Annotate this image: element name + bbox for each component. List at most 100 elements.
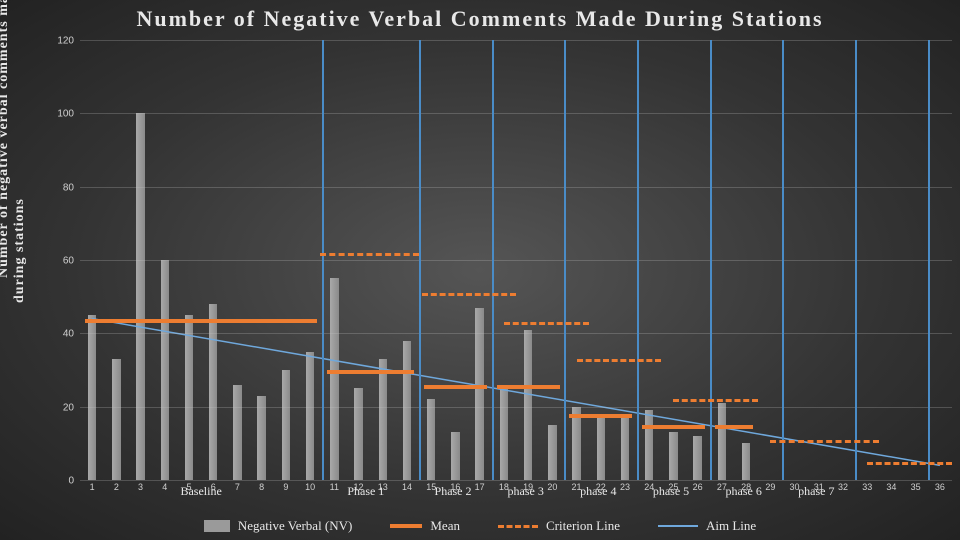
mean-segment	[569, 414, 632, 418]
bar	[403, 341, 411, 480]
legend-label: Mean	[430, 518, 460, 534]
x-tick-label: 2	[114, 482, 119, 492]
bar	[185, 315, 193, 480]
gridline: 60	[80, 260, 952, 261]
phase-label: phase 7	[798, 484, 834, 499]
criterion-segment	[504, 322, 589, 325]
y-axis-label-1: Number of negative verbal comments made	[0, 0, 12, 278]
phase-divider	[637, 40, 639, 480]
legend-item-nv: Negative Verbal (NV)	[204, 518, 353, 534]
bar	[161, 260, 169, 480]
bar	[500, 388, 508, 480]
legend-item-aim: Aim Line	[658, 518, 756, 534]
criterion-segment	[577, 359, 662, 362]
bar	[524, 330, 532, 480]
phase-label: phase 5	[653, 484, 689, 499]
gridline: 40	[80, 333, 952, 334]
gridline: 100	[80, 113, 952, 114]
x-tick-label: 32	[838, 482, 848, 492]
bar	[597, 418, 605, 480]
legend-label: Aim Line	[706, 518, 756, 534]
bar	[718, 403, 726, 480]
y-tick-label: 80	[63, 182, 74, 193]
x-tick-label: 10	[305, 482, 315, 492]
gridline: 20	[80, 407, 952, 408]
y-tick-label: 0	[68, 476, 74, 487]
chart-container: Number of Negative Verbal Comments Made …	[0, 0, 960, 540]
phase-divider	[928, 40, 930, 480]
bar	[282, 370, 290, 480]
legend-swatch-mean	[390, 524, 422, 528]
phase-divider	[564, 40, 566, 480]
mean-segment	[327, 370, 414, 374]
phase-divider	[710, 40, 712, 480]
bar	[621, 418, 629, 480]
x-tick-label: 8	[259, 482, 264, 492]
bar	[354, 388, 362, 480]
phase-divider	[492, 40, 494, 480]
x-tick-label: 33	[862, 482, 872, 492]
phase-divider	[419, 40, 421, 480]
y-tick-label: 120	[57, 36, 74, 47]
x-tick-label: 7	[235, 482, 240, 492]
phase-label: Phase 1	[347, 484, 384, 499]
criterion-segment	[770, 440, 879, 443]
x-tick-label: 9	[283, 482, 288, 492]
phase-label: Phase 2	[435, 484, 472, 499]
x-axis-labels: 1234567891011121314151617181920212223242…	[80, 480, 952, 520]
bar	[742, 443, 750, 480]
y-axis-label-2: during stations	[12, 198, 28, 303]
bar	[330, 278, 338, 480]
bar	[427, 399, 435, 480]
mean-segment	[715, 425, 754, 429]
x-tick-label: 20	[547, 482, 557, 492]
phase-divider	[322, 40, 324, 480]
criterion-segment	[422, 293, 516, 296]
gridline: 80	[80, 187, 952, 188]
bar	[451, 432, 459, 480]
chart-title: Number of Negative Verbal Comments Made …	[0, 6, 960, 32]
legend-swatch-aim	[658, 525, 698, 527]
legend-label: Criterion Line	[546, 518, 620, 534]
x-tick-label: 36	[935, 482, 945, 492]
x-tick-label: 17	[475, 482, 485, 492]
legend-item-mean: Mean	[390, 518, 460, 534]
phase-divider	[782, 40, 784, 480]
bar	[669, 432, 677, 480]
bar	[693, 436, 701, 480]
legend: Negative Verbal (NV) Mean Criterion Line…	[0, 518, 960, 534]
bar	[379, 359, 387, 480]
y-tick-label: 100	[57, 109, 74, 120]
gridline: 0	[80, 480, 952, 481]
x-tick-label: 11	[330, 482, 339, 492]
bar	[645, 410, 653, 480]
x-tick-label: 29	[765, 482, 775, 492]
x-tick-label: 26	[693, 482, 703, 492]
bar	[88, 315, 96, 480]
x-tick-label: 3	[138, 482, 143, 492]
gridline: 120	[80, 40, 952, 41]
phase-label: Baseline	[180, 484, 221, 499]
bar	[306, 352, 314, 480]
phase-label: phase 6	[726, 484, 762, 499]
x-tick-label: 4	[162, 482, 167, 492]
legend-item-crit: Criterion Line	[498, 518, 620, 534]
x-tick-label: 1	[90, 482, 95, 492]
x-tick-label: 34	[886, 482, 896, 492]
mean-segment	[85, 319, 317, 323]
mean-segment	[497, 385, 560, 389]
x-tick-label: 14	[402, 482, 412, 492]
y-tick-label: 60	[63, 256, 74, 267]
plot-area: 1234567891011121314151617181920212223242…	[80, 40, 952, 480]
legend-label: Negative Verbal (NV)	[238, 518, 353, 534]
bar	[233, 385, 241, 480]
x-tick-label: 23	[620, 482, 630, 492]
bar	[209, 304, 217, 480]
bar	[136, 113, 144, 480]
y-tick-label: 20	[63, 402, 74, 413]
bar	[257, 396, 265, 480]
phase-label: phase 3	[508, 484, 544, 499]
x-tick-label: 35	[911, 482, 921, 492]
mean-segment	[424, 385, 487, 389]
phase-divider	[855, 40, 857, 480]
